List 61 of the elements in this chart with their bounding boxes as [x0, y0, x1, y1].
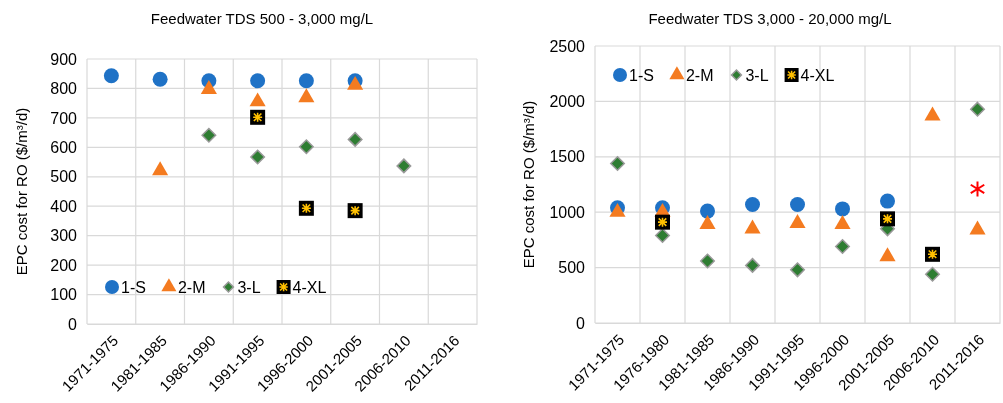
y-tick-label: 500: [50, 168, 78, 186]
y-axis-title: EPC cost for RO ($/m³/d): [520, 100, 537, 269]
point: [700, 253, 715, 269]
point: [835, 201, 850, 217]
y-axis-title: EPC cost for RO ($/m³/d): [13, 107, 30, 276]
point: [250, 73, 266, 89]
point: [834, 215, 851, 230]
point: [200, 80, 217, 94]
point: [699, 215, 716, 230]
y-tick-label: 2500: [549, 37, 586, 55]
y-tick-label: 0: [68, 315, 78, 333]
point: [790, 262, 805, 278]
point: [745, 196, 760, 212]
y-tick-label: 800: [50, 80, 78, 98]
point: [879, 247, 896, 262]
point: [700, 203, 715, 219]
point: [970, 101, 985, 117]
point: [347, 131, 363, 147]
point: [152, 71, 168, 87]
point: [249, 92, 266, 107]
y-tick-label: 400: [50, 197, 78, 215]
legend-label: 4-XL: [292, 279, 327, 296]
point: [880, 193, 895, 209]
legend-label: 4-XL: [800, 67, 835, 84]
y-tick-label: 0: [576, 314, 586, 332]
legend-label: 1-S: [629, 67, 654, 84]
y-tick-label: 100: [50, 286, 78, 304]
point: [250, 149, 266, 165]
point: [610, 155, 625, 171]
y-tick-label: 700: [50, 109, 78, 127]
legend-label: 3-L: [745, 67, 769, 84]
y-tick-label: 900: [50, 50, 78, 68]
y-tick-label: 1500: [549, 148, 586, 166]
point: [790, 196, 805, 212]
point: [201, 127, 217, 143]
y-tick-label: 300: [50, 227, 78, 245]
y-tick-label: 200: [50, 256, 78, 274]
legend-label: 1-S: [121, 279, 146, 296]
y-tick-label: 600: [50, 138, 78, 156]
legend-label: 2-M: [685, 67, 714, 84]
point: [835, 239, 850, 255]
chart-title: Feedwater TDS 3,000 - 20,000 mg/L: [648, 10, 892, 27]
point: [103, 68, 119, 84]
legend-label: 3-L: [237, 279, 261, 296]
point: [298, 88, 315, 103]
point: [925, 266, 940, 282]
point: [298, 139, 314, 155]
point: [969, 220, 986, 235]
y-tick-label: 1000: [549, 203, 586, 221]
point: [969, 180, 986, 198]
point: [396, 158, 412, 174]
y-tick-label: 2000: [549, 93, 586, 111]
legend-label: 2-M: [177, 279, 206, 296]
y-tick-label: 500: [558, 259, 586, 277]
point: [298, 73, 314, 89]
chart-title: Feedwater TDS 500 - 3,000 mg/L: [150, 10, 374, 27]
point: [744, 219, 761, 234]
point: [924, 106, 941, 121]
point: [655, 227, 670, 243]
point: [745, 257, 760, 273]
point: [152, 161, 169, 176]
